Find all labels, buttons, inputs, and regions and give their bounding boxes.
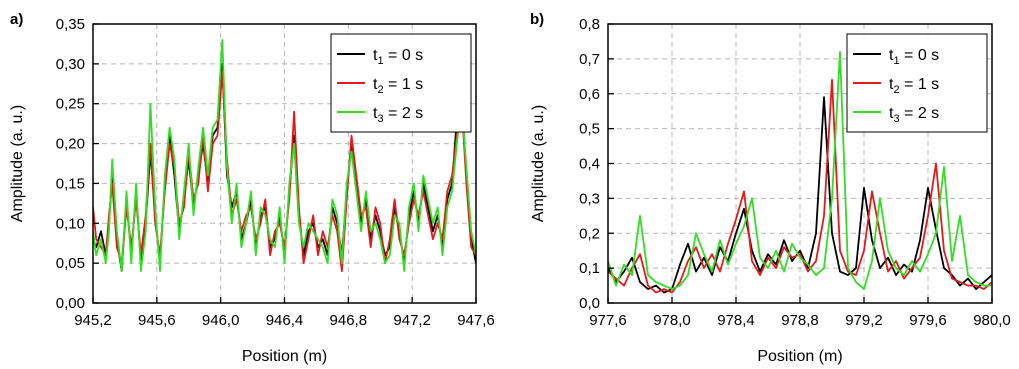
x-tick-label: 946,0: [202, 312, 240, 329]
y-tick-label: 0,5: [579, 121, 600, 138]
y-tick-label: 0,00: [56, 295, 85, 312]
legend-entry: t1 = 0 s: [373, 47, 423, 67]
y-tick-label: 0,35: [56, 16, 85, 33]
y-tick-label: 0,25: [56, 96, 85, 113]
series-line-3: [608, 51, 992, 291]
legend-entry: t2 = 1 s: [889, 76, 939, 96]
y-tick-label: 0,7: [579, 51, 600, 68]
legend-entry: t2 = 1 s: [373, 76, 423, 96]
y-tick-label: 0,05: [56, 255, 85, 272]
panel-label: b): [530, 11, 544, 28]
legend-entry: t1 = 0 s: [889, 47, 939, 67]
x-tick-label: 947,2: [393, 312, 431, 329]
x-axis-title: Position (m): [757, 348, 842, 365]
y-tick-label: 0,6: [579, 86, 600, 103]
y-tick-label: 0,8: [579, 16, 600, 33]
y-tick-label: 0,0: [579, 295, 600, 312]
x-tick-label: 979,6: [909, 312, 947, 329]
x-tick-label: 947,6: [457, 312, 495, 329]
y-tick-label: 0,1: [579, 260, 600, 277]
x-tick-label: 980,0: [973, 312, 1011, 329]
chart-panel-b: 977,6 978,0 978,4 978,8 979,2 979,6 980,0 0,0 0,…: [530, 11, 1011, 365]
series-line-3: [93, 39, 476, 273]
x-tick-label: 946,8: [330, 312, 368, 329]
panel-label: a): [10, 11, 23, 28]
x-tick-label: 946,4: [266, 312, 304, 329]
legend: t1 = 0 s t2 = 1 s t3 = 2 s: [330, 33, 472, 133]
y-tick-label: 0,4: [579, 156, 600, 173]
x-tick-label: 977,6: [589, 312, 627, 329]
y-tick-label: 0,3: [579, 190, 600, 207]
x-tick-label: 978,0: [653, 312, 691, 329]
y-tick-label: 0,2: [579, 225, 600, 242]
x-tick-label: 978,8: [781, 312, 819, 329]
legend-entry: t3 = 2 s: [889, 105, 939, 125]
x-tick-label: 978,4: [717, 312, 755, 329]
series-line-2: [608, 78, 992, 294]
chart-panel-a: 945,2 945,6 946,0 946,4 946,8 947,2 947,6 0,00 0…: [9, 11, 495, 365]
legend-entry: t3 = 2 s: [373, 105, 423, 125]
x-tick-label: 979,2: [845, 312, 883, 329]
y-tick-label: 0,30: [56, 56, 85, 73]
x-tick-label: 945,6: [138, 312, 176, 329]
y-axis-title: Amplitude (a. u.): [530, 105, 547, 222]
y-tick-label: 0,15: [56, 175, 85, 192]
legend: t1 = 0 s t2 = 1 s t3 = 2 s: [846, 33, 988, 133]
x-axis-title: Position (m): [242, 348, 327, 365]
x-tick-label: 945,2: [74, 312, 112, 329]
y-axis-title: Amplitude (a. u.): [9, 105, 26, 222]
y-tick-label: 0,20: [56, 136, 85, 153]
y-tick-label: 0,10: [56, 215, 85, 232]
